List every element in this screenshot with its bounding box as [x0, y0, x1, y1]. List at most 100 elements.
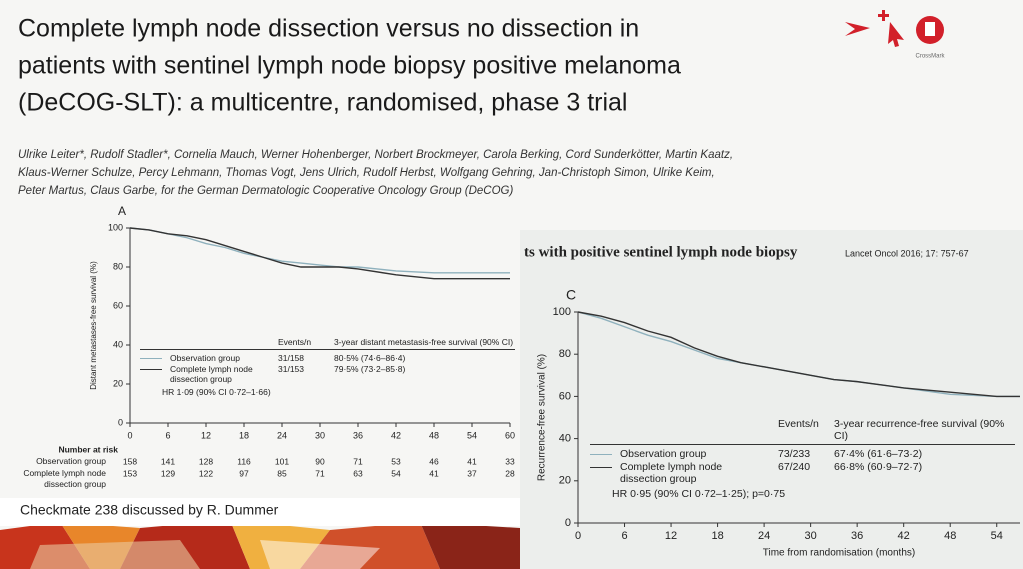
- x-tick-label: 54: [991, 530, 1003, 542]
- caption-bg: [0, 498, 520, 526]
- legend-swatch: [140, 358, 162, 360]
- y-tick-label: 20: [113, 378, 123, 388]
- hazard-ratio: HR 1·09 (90% CI 0·72–1·66): [162, 387, 271, 397]
- y-tick-label: 20: [559, 475, 571, 487]
- legend-survival: 67·4% (61·6–73·2): [834, 448, 923, 460]
- legend-events: 73/233: [778, 448, 811, 460]
- legend-swatch: [590, 454, 612, 456]
- survival-curve: [577, 311, 1020, 398]
- risk-label: Observation group: [36, 456, 106, 466]
- x-tick-label: 24: [758, 530, 770, 542]
- x-axis-label: Time from randomisation (months): [763, 548, 915, 559]
- risk-count: 141: [161, 456, 175, 466]
- x-tick-label: 48: [429, 430, 439, 440]
- x-tick-label: 30: [805, 530, 817, 542]
- y-tick-label: 80: [113, 261, 123, 271]
- legend-survival: 80·5% (74·6–86·4): [334, 353, 406, 363]
- caption: Checkmate 238 discussed by R. Dummer: [20, 502, 279, 518]
- risk-count: 116: [237, 456, 251, 466]
- risk-count: 41: [429, 468, 439, 478]
- legend-name: Complete lymph node dissection group: [620, 461, 723, 485]
- risk-count: 54: [391, 468, 401, 478]
- x-tick-label: 0: [127, 430, 132, 440]
- risk-count: 28: [505, 468, 515, 478]
- x-tick-label: 48: [944, 530, 956, 542]
- risk-count: 129: [161, 468, 175, 478]
- y-tick-label: 0: [118, 417, 123, 427]
- x-tick-label: 60: [505, 430, 515, 440]
- legend-header: 3-year recurrence-free survival (90% CI): [834, 418, 1005, 442]
- x-tick-label: 42: [391, 430, 401, 440]
- authors-line: Ulrike Leiter*, Rudolf Stadler*, Corneli…: [18, 149, 733, 161]
- chart-label: A: [118, 204, 126, 218]
- x-tick-label: 0: [575, 530, 581, 542]
- legend: Events/n 3-year recurrence-free survival …: [590, 418, 1015, 500]
- citation: Lancet Oncol 2016; 17: 757-67: [845, 248, 969, 258]
- legend-rule: [590, 444, 1015, 445]
- legend-survival: 66·8% (60·9–72·7): [834, 461, 923, 473]
- legend-table: Events/n 3-year distant metastasis-free s…: [140, 337, 515, 384]
- crossmark-logo: [845, 10, 944, 47]
- x-tick-label: 36: [851, 530, 863, 542]
- y-tick-label: 100: [108, 222, 123, 232]
- chart-label: C: [566, 287, 576, 303]
- authors-line: Peter Martus, Claus Garbe, for the Germa…: [18, 185, 514, 197]
- risk-count: 90: [315, 456, 325, 466]
- risk-count: 128: [199, 456, 213, 466]
- legend-events: 31/153: [278, 364, 304, 374]
- panel: [520, 230, 1023, 569]
- legend-name: Observation group: [170, 353, 240, 363]
- decoration: [0, 520, 520, 569]
- y-tick-label: 100: [553, 306, 571, 318]
- risk-count: 153: [123, 468, 137, 478]
- title-line: Complete lymph node dissection versus no…: [18, 15, 639, 43]
- x-tick-label: 12: [665, 530, 677, 542]
- x-tick-label: 36: [353, 430, 363, 440]
- risk-count: 41: [467, 456, 477, 466]
- y-tick-label: 80: [559, 348, 571, 360]
- x-tick-label: 6: [165, 430, 170, 440]
- risk-count: 33: [505, 456, 515, 466]
- risk-label: Complete lymph node dissection group: [23, 468, 106, 489]
- legend-survival: 79·5% (73·2–85·8): [334, 364, 406, 374]
- y-tick-label: 40: [559, 433, 571, 445]
- hazard-ratio: HR 0·95 (90% CI 0·72–1·25); p=0·75: [612, 488, 786, 500]
- authors-line: Klaus-Werner Schulze, Percy Lehmann, Tho…: [18, 167, 715, 179]
- y-axis-label: Distant metastases-free survival (%): [89, 261, 98, 390]
- risk-count: 71: [353, 456, 363, 466]
- risk-count: 37: [467, 468, 477, 478]
- crossmark-label: CrossMark: [915, 54, 945, 60]
- legend-name: Observation group: [620, 448, 707, 460]
- legend-table: Events/n 3-year recurrence-free survival …: [590, 418, 1015, 485]
- risk-count: 101: [275, 456, 289, 466]
- risk-count: 63: [353, 468, 363, 478]
- subtitle-fragment: ts with positive sentinel lymph node bio…: [524, 244, 798, 260]
- y-tick-label: 60: [113, 300, 123, 310]
- legend-rule: [140, 349, 515, 350]
- y-tick-label: 40: [113, 339, 123, 349]
- risk-count: 53: [391, 456, 401, 466]
- x-tick-label: 54: [467, 430, 477, 440]
- legend-swatch: [140, 369, 162, 371]
- x-tick-label: 12: [201, 430, 211, 440]
- legend-events: 31/158: [278, 353, 304, 363]
- legend-name: Complete lymph node dissection group: [170, 364, 253, 384]
- y-axis-label: Recurrence-free survival (%): [537, 354, 548, 481]
- risk-count: 71: [315, 468, 325, 478]
- title-line: patients with sentinel lymph node biopsy…: [18, 52, 681, 80]
- y-tick-label: 0: [565, 517, 571, 529]
- risk-count: 122: [199, 468, 213, 478]
- x-tick-label: 42: [898, 530, 910, 542]
- legend-header: Events/n: [278, 337, 312, 347]
- x-tick-label: 18: [239, 430, 249, 440]
- title-line: (DeCOG-SLT): a multicentre, randomised, …: [18, 89, 628, 117]
- risk-count: 85: [277, 468, 287, 478]
- legend: Events/n 3-year distant metastasis-free s…: [140, 337, 515, 397]
- legend-header: 3-year distant metastasis-free survival …: [334, 337, 514, 347]
- risk-count: 46: [429, 456, 439, 466]
- y-tick-label: 60: [559, 390, 571, 402]
- risk-count: 158: [123, 456, 137, 466]
- risk-count: 97: [239, 468, 249, 478]
- legend-header: Events/n: [778, 418, 819, 430]
